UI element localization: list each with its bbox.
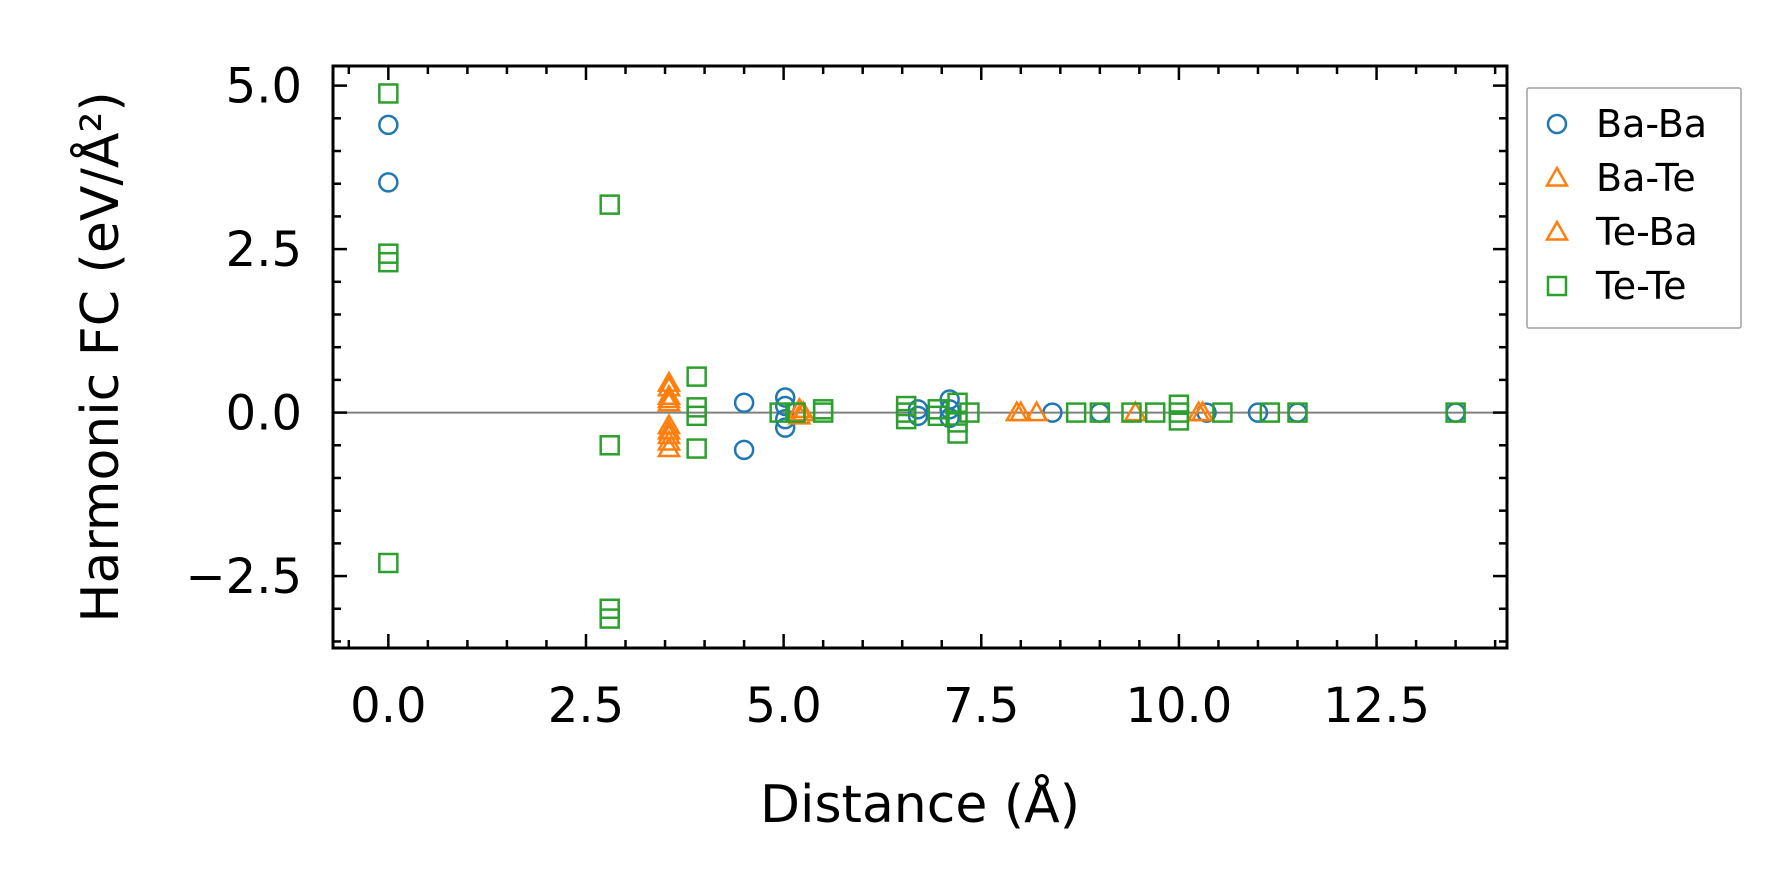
plot-frame xyxy=(331,64,1509,650)
data-point xyxy=(785,402,806,423)
legend-item-te-ba: Te-Ba xyxy=(1544,210,1698,254)
legend-box xyxy=(1526,87,1742,329)
data-point xyxy=(378,251,399,273)
data-point xyxy=(686,438,707,459)
data-point xyxy=(895,408,917,430)
legend-item-ba-te: Ba-Te xyxy=(1544,156,1696,200)
data-point xyxy=(1065,402,1087,423)
y-tick-label: 0.0 xyxy=(226,386,302,442)
y-tick-label: 5.0 xyxy=(226,59,302,115)
data-point xyxy=(769,402,790,423)
data-point xyxy=(656,375,682,397)
data-point xyxy=(599,608,620,629)
legend: Ba-Ba Ba-Te Te-Ba Te-Te xyxy=(1526,87,1742,329)
data-point xyxy=(656,386,682,409)
data-point xyxy=(1089,402,1111,423)
data-point xyxy=(1121,402,1142,423)
data-point xyxy=(1024,400,1049,422)
axis-ticks xyxy=(333,66,1507,648)
data-point xyxy=(812,402,834,423)
series-ba-te xyxy=(656,370,1211,458)
data-point xyxy=(686,405,707,427)
data-point xyxy=(378,114,399,136)
series-ba-ba xyxy=(378,114,1466,461)
data-point xyxy=(1144,402,1166,423)
data-point xyxy=(656,422,682,445)
legend-items: Ba-Ba Ba-Te Te-Ba Te-Te xyxy=(1544,102,1707,308)
data-point xyxy=(1168,410,1190,431)
data-point xyxy=(378,552,399,574)
x-tick-label: 7.5 xyxy=(943,678,1019,734)
data-point xyxy=(774,387,796,408)
data-point xyxy=(1259,402,1281,423)
data-point xyxy=(733,392,755,414)
data-point xyxy=(656,418,682,440)
data-point xyxy=(1445,402,1466,423)
y-tick-label: 2.5 xyxy=(226,222,302,278)
data-point xyxy=(599,194,620,215)
legend-item-te-te: Te-Te xyxy=(1546,264,1687,308)
data-point xyxy=(733,439,755,461)
legend-marker xyxy=(1544,219,1570,241)
data-point xyxy=(1123,400,1148,422)
data-point xyxy=(656,429,682,451)
data-point xyxy=(686,366,707,387)
data-point xyxy=(1287,402,1308,423)
y-axis-label: Harmonic FC (eV/Å²) xyxy=(69,91,131,622)
legend-marker xyxy=(1546,275,1568,297)
data-point xyxy=(1190,400,1215,422)
tick-labels: 0.0 2.5 5.0 7.5 10.0 12.5 −2.5 0.0 2.5 5.0 xyxy=(185,59,1430,734)
data-point xyxy=(1247,402,1269,423)
data-point xyxy=(959,402,980,423)
data-point xyxy=(1008,400,1033,422)
x-axis-label: Distance (Å) xyxy=(760,773,1080,835)
data-point xyxy=(656,390,682,412)
legend-marker xyxy=(1544,165,1570,187)
legend-label: Ba-Ba xyxy=(1596,102,1707,146)
data-point xyxy=(1212,402,1233,423)
data-point xyxy=(656,436,682,458)
legend-label: Te-Ba xyxy=(1595,210,1698,254)
legend-label: Ba-Te xyxy=(1596,156,1696,200)
data-point xyxy=(378,83,399,104)
data-point xyxy=(378,172,399,193)
x-tick-label: 2.5 xyxy=(548,678,624,734)
data-point xyxy=(927,405,949,427)
legend-item-ba-ba: Ba-Ba xyxy=(1546,102,1707,146)
data-point xyxy=(599,435,620,456)
y-tick-label: −2.5 xyxy=(185,549,302,605)
data-points xyxy=(378,83,1466,629)
x-tick-label: 10.0 xyxy=(1125,678,1232,734)
legend-label: Te-Te xyxy=(1595,264,1687,308)
series-te-te xyxy=(378,83,1466,629)
data-point xyxy=(947,423,968,444)
x-tick-label: 12.5 xyxy=(1323,678,1430,734)
legend-marker xyxy=(1546,113,1568,135)
x-tick-label: 5.0 xyxy=(745,678,821,734)
data-point xyxy=(774,417,796,438)
x-tick-label: 0.0 xyxy=(350,678,426,734)
